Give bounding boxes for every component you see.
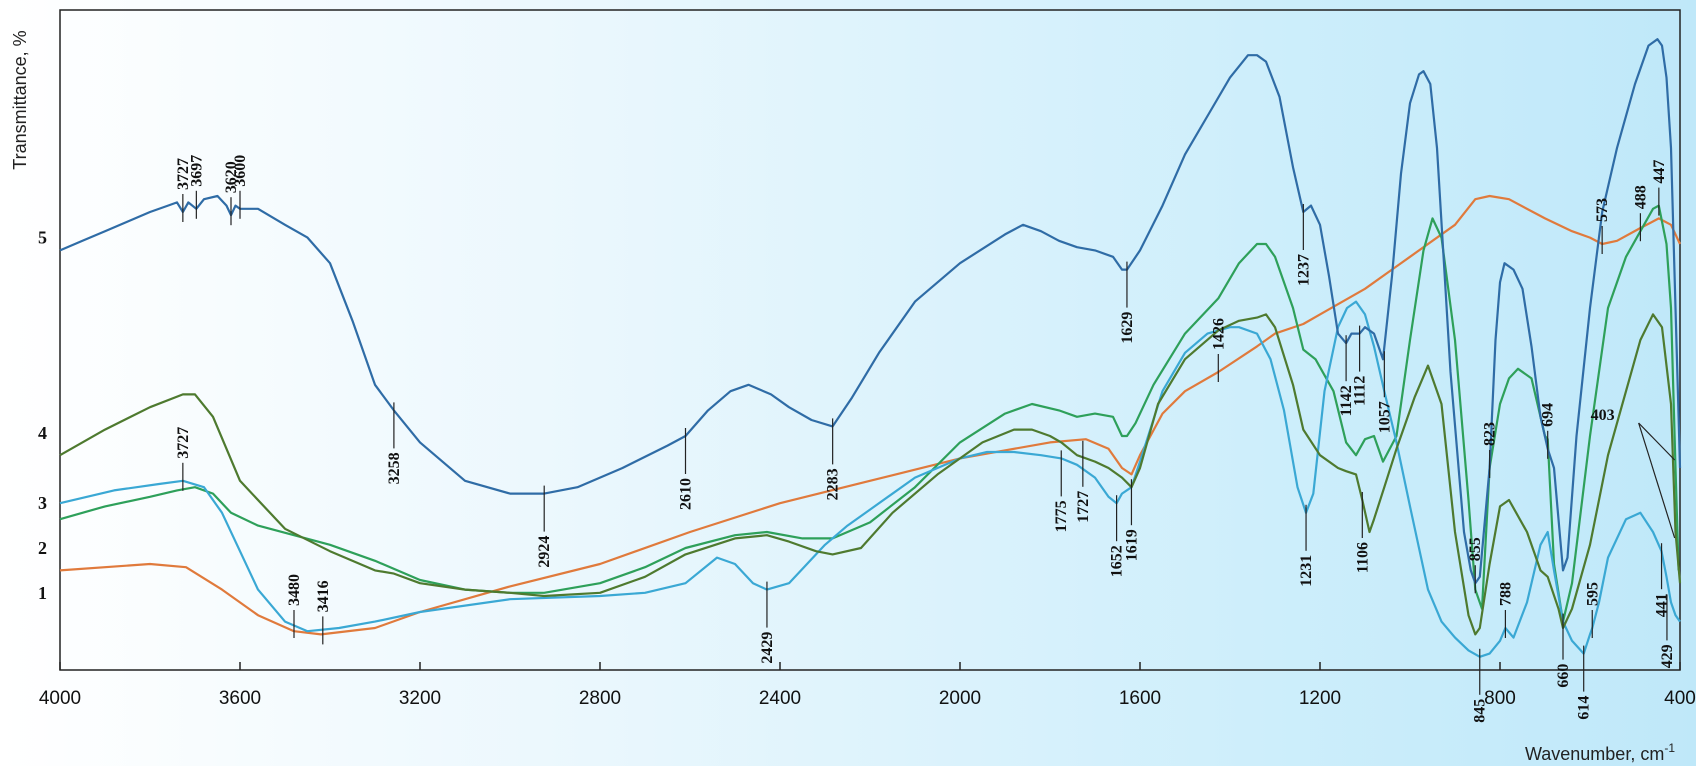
peak-label: 573: [1594, 198, 1611, 222]
peak-label: 3727: [175, 158, 192, 190]
peak-label: 1112: [1352, 376, 1369, 406]
peak-label: 403: [1591, 407, 1615, 424]
series-label-4: 4: [38, 423, 47, 443]
peak-label: 3620: [223, 161, 240, 193]
x-tick-label: 3200: [399, 688, 441, 709]
peak-label: 2610: [678, 478, 695, 510]
peak-label: 1775: [1053, 500, 1070, 532]
x-tick-label: 800: [1484, 688, 1516, 709]
peak-label: 660: [1555, 664, 1572, 688]
series-line-3: [59, 300, 1681, 658]
series-line-4: [59, 313, 1682, 636]
x-tick-label: 400: [1664, 688, 1696, 709]
series-label-2: 2: [38, 538, 47, 558]
peak-label: 1231: [1298, 555, 1315, 587]
series-line-2: [59, 204, 1680, 623]
peak-label: 1629: [1119, 312, 1136, 344]
peak-label: 3600: [232, 155, 249, 187]
peak-label: 1426: [1210, 318, 1227, 350]
y-axis-title: Transmittance, %: [10, 30, 30, 169]
x-tick-label: 1200: [1299, 688, 1341, 709]
peak-label: 3480: [286, 574, 303, 606]
peak-label: 3258: [386, 452, 403, 484]
peak-label: 1237: [1295, 254, 1312, 286]
peak-label: 855: [1467, 537, 1484, 561]
plot-frame: [59, 9, 1681, 671]
peak-label: 447: [1651, 160, 1668, 184]
x-tick-label: 1600: [1119, 688, 1161, 709]
peak-label: 1142: [1338, 385, 1355, 416]
x-axis-title-superscript: -1: [1664, 741, 1675, 755]
peak-label: 2924: [536, 536, 553, 568]
x-tick-label: 2800: [579, 688, 621, 709]
peak-label: 595: [1584, 582, 1601, 606]
series-line-5: [59, 38, 1682, 585]
x-tick-label: 4000: [39, 688, 81, 709]
peak-label: 441: [1654, 593, 1671, 617]
peak-arrow: [1638, 422, 1676, 539]
peak-label: 2429: [759, 632, 776, 664]
peak-label: 488: [1632, 185, 1649, 209]
x-axis-title: Wavenumber, cm-1: [1525, 741, 1675, 764]
peak-label: 788: [1497, 582, 1514, 606]
peak-label: 614: [1576, 696, 1593, 720]
peak-label: 3727: [175, 427, 192, 459]
peak-label: 823: [1482, 422, 1499, 446]
peak-label: 1619: [1123, 529, 1140, 561]
peak-label: 1727: [1075, 491, 1092, 523]
peak-label: 3416: [315, 580, 332, 612]
series-label-1: 1: [38, 583, 47, 603]
peak-label: 694: [1540, 403, 1557, 427]
peak-label: 3697: [188, 155, 205, 187]
peak-label: 845: [1472, 699, 1489, 723]
peak-label: 429: [1659, 644, 1676, 668]
series-label-5: 5: [38, 228, 47, 248]
peak-label: 2283: [825, 468, 842, 500]
peak-arrow: [1638, 422, 1676, 461]
x-tick-label: 2000: [939, 688, 981, 709]
series-line-1: [59, 194, 1681, 636]
x-tick-label: 2400: [759, 688, 801, 709]
peak-label: 1106: [1354, 542, 1371, 573]
peak-label: 1057: [1376, 401, 1393, 433]
x-tick-label: 3600: [219, 688, 261, 709]
series-label-3: 3: [38, 493, 47, 513]
peak-label: 1652: [1109, 545, 1126, 577]
